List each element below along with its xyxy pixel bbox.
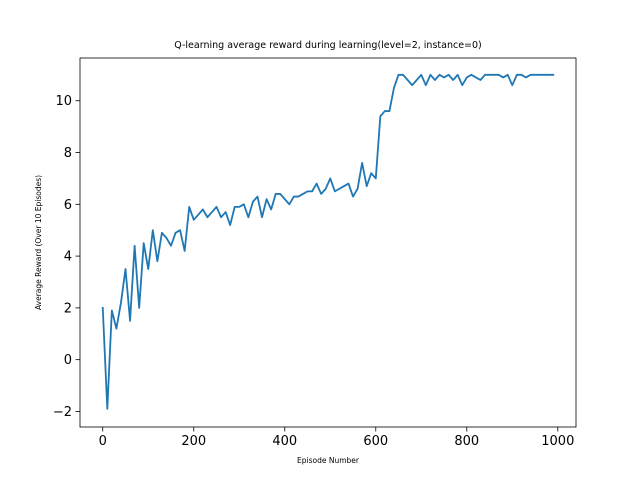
y-tick-label: 0 xyxy=(64,353,72,368)
y-tick-label: 6 xyxy=(64,198,72,213)
y-tick-label: 10 xyxy=(55,94,72,109)
axes-frame xyxy=(79,57,577,428)
chart-title: Q-learning average reward during learnin… xyxy=(174,40,482,51)
x-tick-label: 1000 xyxy=(541,434,574,449)
y-tick-label: −2 xyxy=(53,405,72,420)
x-tick-label: 400 xyxy=(272,434,297,449)
x-axis-label: Episode Number xyxy=(297,456,360,465)
y-ticks: −2 0 2 4 6 8 10 xyxy=(53,94,80,420)
x-tick-label: 200 xyxy=(181,434,206,449)
y-tick-label: 2 xyxy=(64,301,72,316)
x-tick-label: 800 xyxy=(454,434,479,449)
y-axis-label: Average Reward (Over 10 Episodes) xyxy=(34,175,43,310)
data-line-layer xyxy=(101,73,555,410)
x-tick-label: 600 xyxy=(363,434,388,449)
x-ticks: 0 200 400 600 800 1000 xyxy=(99,427,574,449)
y-tick-label: 4 xyxy=(64,250,72,265)
series-line xyxy=(101,73,555,410)
y-tick-label: 8 xyxy=(64,146,72,161)
x-tick-label: 0 xyxy=(99,434,107,449)
